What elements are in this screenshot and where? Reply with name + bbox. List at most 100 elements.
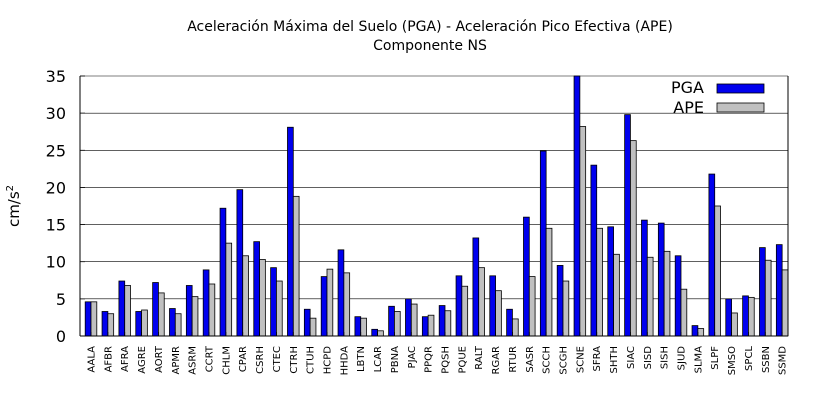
x-tick-label: ASRM <box>188 346 199 375</box>
x-tick-label: SSBN <box>761 346 772 373</box>
x-tick-label: SLMA <box>693 346 704 374</box>
x-tick-label: PQSH <box>441 346 452 374</box>
x-tick-label: SISH <box>660 346 671 369</box>
bar-ape-afbr <box>107 313 115 337</box>
x-tick-label: PPQR <box>424 346 435 373</box>
x-tick-label: APMR <box>171 346 182 374</box>
bar-pga-scch <box>539 150 547 337</box>
x-tick-label: SJUD <box>677 346 688 371</box>
x-tick-label: SASR <box>525 346 536 373</box>
bar-pga-chlm <box>219 207 227 337</box>
bar-pga-spcl <box>742 295 749 337</box>
bar-ape-pqsh <box>444 310 452 337</box>
bar-pga-rgar <box>489 275 496 337</box>
bar-ape-scch <box>545 227 553 337</box>
bar-pga-ssbn <box>759 247 766 337</box>
x-tick-label: PBNA <box>390 346 401 373</box>
bar-ape-pque <box>461 285 469 337</box>
bar-ape-slma <box>697 328 705 337</box>
y-tick-label: 15 <box>46 216 66 235</box>
bar-ape-siac <box>630 140 637 337</box>
bar-pga-aort <box>152 282 159 337</box>
bar-ape-ctrh <box>292 195 300 337</box>
bar-pga-asrm <box>185 285 193 337</box>
bar-ape-ssmd <box>781 269 789 337</box>
bar-pga-hcpd <box>320 276 328 337</box>
legend-label-ape: APE <box>673 98 704 117</box>
bar-ape-ssbn <box>764 259 772 337</box>
x-tick-label: SFRA <box>592 346 603 372</box>
x-tick-label: PQUE <box>457 346 468 374</box>
bar-pga-slma <box>691 325 699 337</box>
x-tick-label: LBTN <box>356 346 367 372</box>
bar-pga-ccrt <box>202 269 210 337</box>
bar-pga-sish <box>657 222 665 337</box>
x-tick-label: CHLM <box>221 346 232 375</box>
bar-ape-rgar <box>495 290 502 337</box>
legend-label-pga: PGA <box>671 78 704 97</box>
y-axis-label: cm/s2 <box>5 185 23 227</box>
bar-ape-pjac <box>410 303 418 337</box>
bar-ape-sisd <box>646 256 654 337</box>
x-tick-label: SCCH <box>542 346 553 374</box>
bar-ape-cpar <box>242 255 249 337</box>
bar-ape-scgh <box>562 280 570 337</box>
axes-group <box>79 76 789 337</box>
bar-pga-pque <box>455 275 463 337</box>
legend: PGA APE <box>671 78 765 117</box>
bar-ape-apmr <box>174 313 182 337</box>
bar-pga-rtur <box>506 308 513 337</box>
x-tick-label: HCPD <box>323 346 334 375</box>
x-tick-label: CPAR <box>238 346 249 372</box>
bar-ape-hhda <box>343 272 351 337</box>
y-tick-label: 30 <box>46 104 66 123</box>
bar-pga-aala <box>84 301 92 337</box>
x-tick-label: SCNE <box>575 346 586 373</box>
bar-pga-scne <box>573 75 581 337</box>
bar-ape-aala <box>90 301 98 337</box>
x-tick-label: SCGH <box>559 346 570 375</box>
x-tick-label: AGRE <box>137 346 148 374</box>
bar-pga-smso <box>725 298 732 337</box>
x-tick-label: LCAR <box>373 346 384 372</box>
y-ticks-group: 0 5 10 15 20 25 30 35 <box>46 67 85 346</box>
bar-ape-afra <box>124 285 131 337</box>
bar-ape-asrm <box>191 296 199 337</box>
x-tick-label: RTUR <box>508 346 519 373</box>
x-tick-label: SHTH <box>609 346 620 374</box>
bar-ape-spcl <box>748 296 755 337</box>
bar-pga-sfra <box>590 164 598 337</box>
bar-pga-agre <box>135 311 142 337</box>
bar-pga-pjac <box>405 298 412 337</box>
x-ticks-group: AALA AFBR AFRA AGRE AORT APMR ASRM CCRT CHLM CPAR… <box>87 332 789 375</box>
y-axis-label-unit: cm/s <box>5 191 23 227</box>
x-tick-label: SISD <box>643 346 654 370</box>
x-tick-label: CTEC <box>272 346 283 372</box>
bar-pga-ppqr <box>421 316 429 337</box>
y-axis-label-superscript: 2 <box>5 185 16 191</box>
bar-pga-sasr <box>523 216 530 337</box>
bar-ape-pbna <box>394 311 401 337</box>
x-tick-label: SPCL <box>744 346 755 371</box>
y-tick-label: 25 <box>46 141 66 160</box>
x-tick-label: RGAR <box>491 346 502 375</box>
bar-pga-sjud <box>674 255 682 337</box>
bar-ape-smso <box>731 312 738 337</box>
bar-pga-lcar <box>371 328 378 337</box>
bar-ape-sfra <box>596 227 603 337</box>
bar-pga-ralt <box>472 237 480 337</box>
x-tick-label: PJAC <box>407 346 418 368</box>
bar-ape-slpf <box>714 205 721 337</box>
bar-ape-sasr <box>528 276 536 337</box>
bar-pga-apmr <box>169 308 176 337</box>
bar-ape-ccrt <box>208 283 216 337</box>
bar-pga-hhda <box>337 249 345 337</box>
bar-pga-ssmd <box>775 244 783 337</box>
bar-pga-ctec <box>270 267 277 337</box>
y-tick-label: 35 <box>46 67 66 86</box>
bar-ape-aort <box>158 292 165 337</box>
bar-ape-csrh <box>259 259 266 337</box>
y-tick-label: 5 <box>56 290 66 309</box>
legend-swatch-ape <box>716 102 765 113</box>
bar-ape-sjud <box>680 288 688 337</box>
